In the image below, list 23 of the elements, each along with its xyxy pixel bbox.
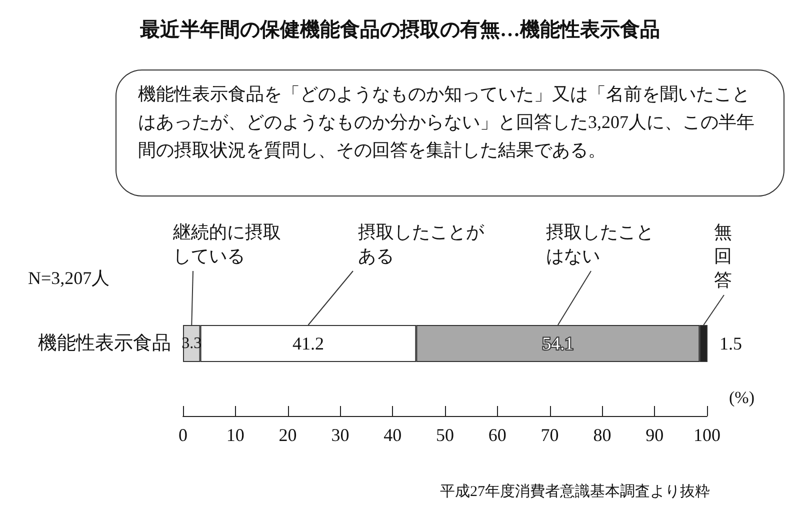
x-tick-label: 80 [593, 425, 612, 445]
chart-title: 最近半年間の保健機能食品の摂取の有無…機能性表示食品 [139, 18, 660, 41]
text: 平成27年度消費者意識基本調査より抜粋 [440, 483, 710, 500]
data-label: 41.2 [292, 334, 324, 354]
x-axis-title: (%) [729, 388, 754, 407]
x-tick-label: 30 [331, 425, 350, 445]
text: 摂取したことはない [546, 222, 654, 266]
y-tick-label: 機能性表示食品 [38, 333, 171, 354]
x-tick-label: 60 [488, 425, 506, 445]
x-tick-label: 70 [540, 425, 559, 445]
text: N=3,207人 [28, 268, 110, 288]
data-label: 1.5 [720, 334, 742, 354]
text: 継続的に摂取している [172, 222, 281, 266]
text: 摂取したことがある [358, 222, 485, 266]
x-tick-label: 10 [226, 425, 244, 445]
x-tick-label: 100 [694, 425, 720, 445]
x-tick-label: 40 [384, 425, 402, 445]
text: 無回答 [714, 222, 732, 290]
x-tick-label: 90 [646, 425, 664, 445]
x-tick-label: 50 [436, 425, 454, 445]
x-tick-label: 20 [278, 425, 297, 445]
x-tick-label: 0 [178, 425, 188, 445]
text: 機能性表示食品を「どのようなものか知っていた」又は「名前を聞いたことはあったが、どのようなものか分からない」と回答した3,207人に、この半年間の摂取状況を質問し、その回答を集計した結果である。 [138, 84, 754, 160]
